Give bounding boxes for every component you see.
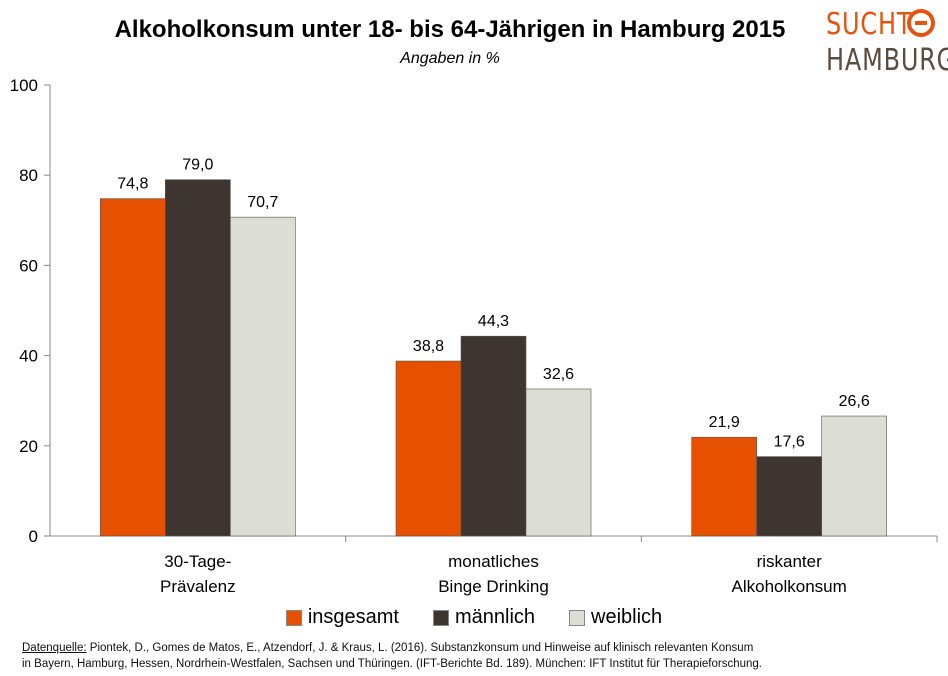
bar-insgesamt [691,436,757,537]
data-label: 74,8 [117,176,148,193]
data-label: 32,6 [543,366,574,383]
data-label: 21,9 [709,414,740,431]
x-tick-label: Alkoholkonsum [732,577,847,596]
bar-weiblich [525,388,592,537]
bar-insgesamt [395,360,462,537]
legend-swatch-weiblich [569,609,586,626]
data-label: 44,3 [478,313,509,330]
data-label: 70,7 [247,194,278,211]
y-tick-label: 40 [19,347,38,366]
data-label: 26,6 [839,393,870,410]
sucht-hamburg-logo: SUCHT HAMBURG [826,6,948,86]
bar-weiblich [821,415,887,537]
data-label: 79,0 [182,157,213,174]
legend-swatch-insgesamt [285,609,302,626]
source-line-2: in Bayern, Hamburg, Hessen, Nordrhein-We… [22,658,762,670]
logo-circle-icon [907,9,935,37]
y-tick-label: 60 [19,256,38,275]
chart-subtitle: Angaben in % [400,50,500,67]
bar-insgesamt [100,198,166,537]
logo-bottom-text: HAMBURG [826,43,948,78]
x-tick-label: 30-Tage- [164,552,231,571]
chart-title: Alkoholkonsum unter 18- bis 64-Jährigen … [114,16,786,43]
source-line-1: Piontek, D., Gomes de Matos, E., Atzendo… [89,642,754,654]
source-label: Datenquelle: [22,642,87,654]
legend-label-maennlich: männlich [454,606,536,628]
legend-item-maennlich: männlich [432,606,536,629]
y-tick-label: 80 [19,166,38,185]
data-label: 17,6 [774,434,805,451]
bar-weiblich [230,216,296,537]
logo-top-text: SUCHT [826,7,913,42]
y-tick-label: 20 [19,437,38,456]
x-tick-label: Binge Drinking [438,577,549,596]
bar-männlich [756,456,822,537]
data-label: 38,8 [413,338,444,355]
legend-swatch-maennlich [432,609,449,626]
x-tick-label: Prävalenz [160,577,236,596]
legend-item-insgesamt: insgesamt [285,606,399,629]
legend-label-weiblich: weiblich [591,606,663,628]
data-source-note: Datenquelle: Piontek, D., Gomes de Matos… [22,640,932,672]
y-tick-label: 100 [10,76,38,95]
bar-männlich [165,179,231,537]
legend-item-weiblich: weiblich [569,606,662,629]
legend-label-insgesamt: insgesamt [307,606,399,628]
chart-legend: insgesamt männlich weiblich [0,606,948,629]
y-tick-label: 0 [29,527,38,546]
bar-männlich [460,335,527,537]
x-tick-label: riskanter [757,552,823,571]
x-tick-label: monatliches [448,552,539,571]
